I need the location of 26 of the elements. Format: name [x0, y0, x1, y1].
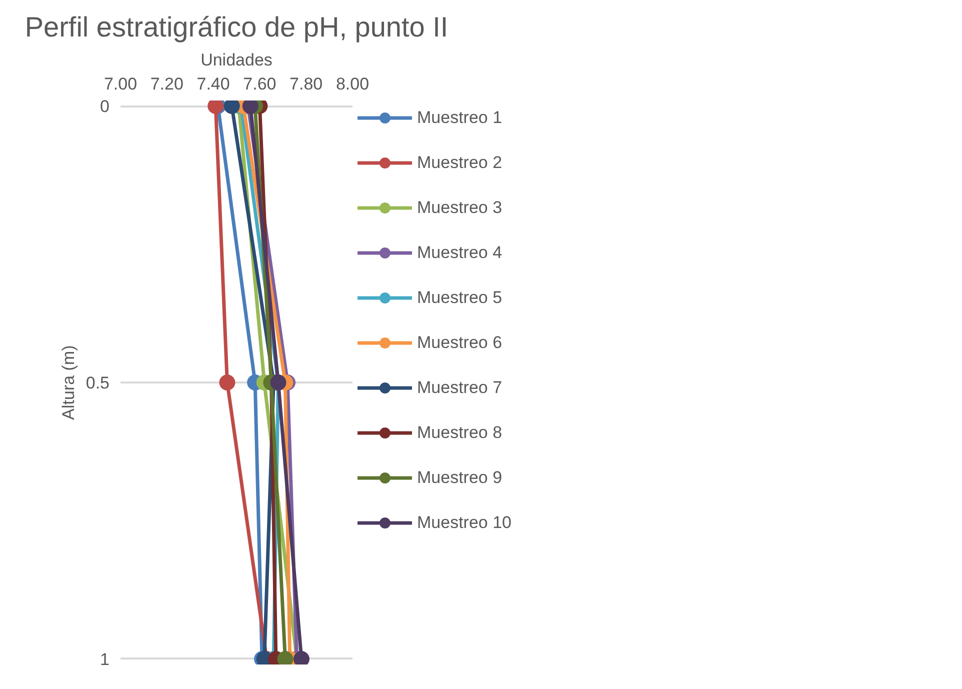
x-tick-label: 7.00: [104, 74, 138, 94]
legend-label: Muestreo 9: [417, 466, 502, 488]
y-tick-label: 1: [100, 650, 110, 669]
point: [224, 100, 240, 114]
y-axis-title: Altura (m): [58, 345, 78, 420]
legend-label: Muestreo 6: [417, 332, 502, 354]
legend-label: Muestreo 10: [417, 512, 512, 534]
x-tick-label: 7.60: [243, 74, 276, 94]
legend-label: Muestreo 4: [417, 242, 502, 264]
point: [219, 374, 236, 390]
x-tick-label: 8.00: [336, 74, 370, 94]
x-axis-title: Unidades: [200, 50, 272, 70]
legend-label: Muestreo 1: [417, 106, 502, 128]
x-tick-label: 7.20: [150, 74, 184, 94]
x-tick-label: 7.40: [196, 74, 230, 94]
legend-label: Muestreo 8: [417, 422, 502, 444]
legend-label: Muestreo 7: [417, 376, 502, 398]
x-tick-label: 7.80: [290, 74, 323, 94]
y-tick-label: 0: [100, 97, 110, 116]
text: Perfil estratigráfico de pH, punto II: [24, 12, 448, 42]
point: [277, 650, 294, 664]
legend-label: Muestreo 3: [417, 196, 502, 218]
y-tick-label: 0.5: [86, 374, 110, 392]
legend-label: Muestreo 5: [417, 286, 502, 308]
point: [293, 650, 310, 664]
legend-label: Muestreo 2: [417, 152, 502, 174]
